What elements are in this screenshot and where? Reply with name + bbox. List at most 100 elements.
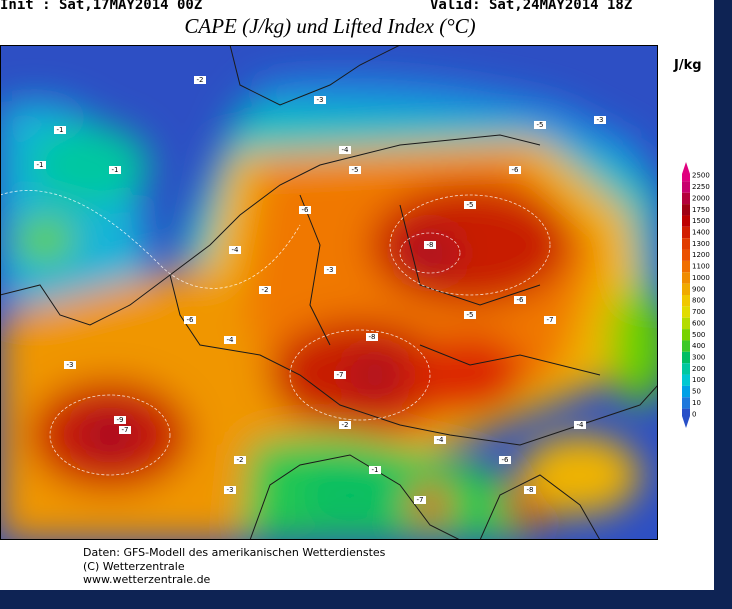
isoline-label: -3 [67,361,74,369]
isoline-label: -7 [122,426,129,434]
colorbar-segment [682,249,690,261]
isoline-label: -5 [467,311,474,319]
isoline-label: -2 [197,76,204,84]
isoline-label-bg [534,121,546,129]
colorbar-segment [682,162,690,182]
colorbar-segment [682,306,690,318]
colorbar-segment [682,215,690,227]
isoline-label-bg [114,416,126,424]
isoline-label: -4 [227,336,235,344]
colorbar-segment [682,192,690,205]
isoline-label: -5 [537,121,544,129]
isoline-label-bg [234,456,246,464]
colorbar-label: 1400 [692,229,710,237]
colorbar-segment [682,317,690,330]
isoline-label: -5 [467,201,474,209]
colorbar-segment [682,260,690,273]
coastlines [0,45,658,540]
isoline-label-bg [574,421,586,429]
isoline-label: -3 [317,96,324,104]
isoline-label: -7 [547,316,554,324]
colorbar-segment [682,385,690,398]
colorbar-label: 600 [692,319,705,327]
isoline-label-bg [54,126,66,134]
isoline-label-bg [34,161,46,169]
isoline-label-bg [366,333,378,341]
isoline-label-bg [229,246,241,254]
frame [714,0,732,609]
isoline-label-bg [464,311,476,319]
isoline-label-bg [259,286,271,294]
valid-label: Valid: Sat,24MAY2014 18Z [430,0,633,13]
isoline-label: -4 [342,146,350,154]
colorbar-label: 1000 [692,274,710,282]
colorbar-label: 300 [692,354,705,362]
isoline-label-bg [509,166,521,174]
colorbar-label: 400 [692,342,705,350]
isoline-label-bg [414,496,426,504]
unit-label: J/kg [674,58,702,73]
isoline-label: -3 [327,266,334,274]
isoline-label: -7 [417,496,424,504]
isoline-label: -4 [437,436,445,444]
isoline-label: -2 [342,421,349,429]
isoline-label-bg [334,371,346,379]
colorbar-label: 2500 [692,172,710,180]
footer: Daten: GFS-Modell des amerikanischen Wet… [83,546,385,587]
colorbar-segment [682,351,690,364]
isoline-label: -8 [527,486,534,494]
isoline-label: -9 [117,416,124,424]
map-title: CAPE (J/kg) und Lifted Index (°C) [184,14,476,38]
colorbar-segment [682,408,690,428]
colorbar-label: 1300 [692,240,710,248]
isoline-label-bg [514,296,526,304]
isolines [0,190,551,476]
isoline-label-bg [594,116,606,124]
colorbar-label: 700 [692,308,705,316]
frame [0,590,732,609]
isoline-label: -1 [372,466,379,474]
isoline-label: -1 [37,161,44,169]
colorbar-label: 100 [692,376,705,384]
colorbar-segment [682,340,690,352]
isoline-label-bg [324,266,336,274]
isoline-label-bg [349,166,361,174]
isoline-label-bg [224,486,236,494]
isoline-label: -4 [232,246,240,254]
colorbar-label: 50 [692,388,701,396]
isoline-label-bg [314,96,326,104]
colorbar-label: 900 [692,285,705,293]
isoline-label: -6 [512,166,520,174]
isoline-label-bg [339,146,351,154]
isoline-label: -2 [237,456,244,464]
isoline-label: -8 [427,241,434,249]
isoline-label-bg [464,201,476,209]
isoline-label-bg [109,166,121,174]
isoline-label-bg [339,421,351,429]
isoline-label: -1 [57,126,64,134]
footer-line: www.wetterzentrale.de [83,573,211,586]
isoline-label: -6 [302,206,310,214]
isoline-label-bg [544,316,556,324]
isoline-label: -3 [597,116,604,124]
colorbar-segment [682,374,690,386]
footer-line: Daten: GFS-Modell des amerikanischen Wet… [83,546,386,559]
isoline-label: -3 [227,486,234,494]
isoline-label: -5 [352,166,359,174]
colorbar-label: 1750 [692,206,710,214]
colorbar-label: 10 [692,399,701,407]
isoline-label-bg [434,436,446,444]
isoline-label: -7 [337,371,344,379]
colorbar-label: 1200 [692,251,710,259]
isoline-label-bg [369,466,381,474]
colorbar-segment [682,181,690,193]
isoline-label-bg [499,456,511,464]
colorbar-segment [682,283,690,295]
isoline-label-bg [224,336,236,344]
colorbar: 2500225020001750150014001300120011001000… [682,162,710,428]
colorbar-segment [682,363,690,375]
colorbar-label: 2000 [692,194,710,202]
colorbar-label: 500 [692,331,705,339]
isoline-label: -4 [577,421,585,429]
